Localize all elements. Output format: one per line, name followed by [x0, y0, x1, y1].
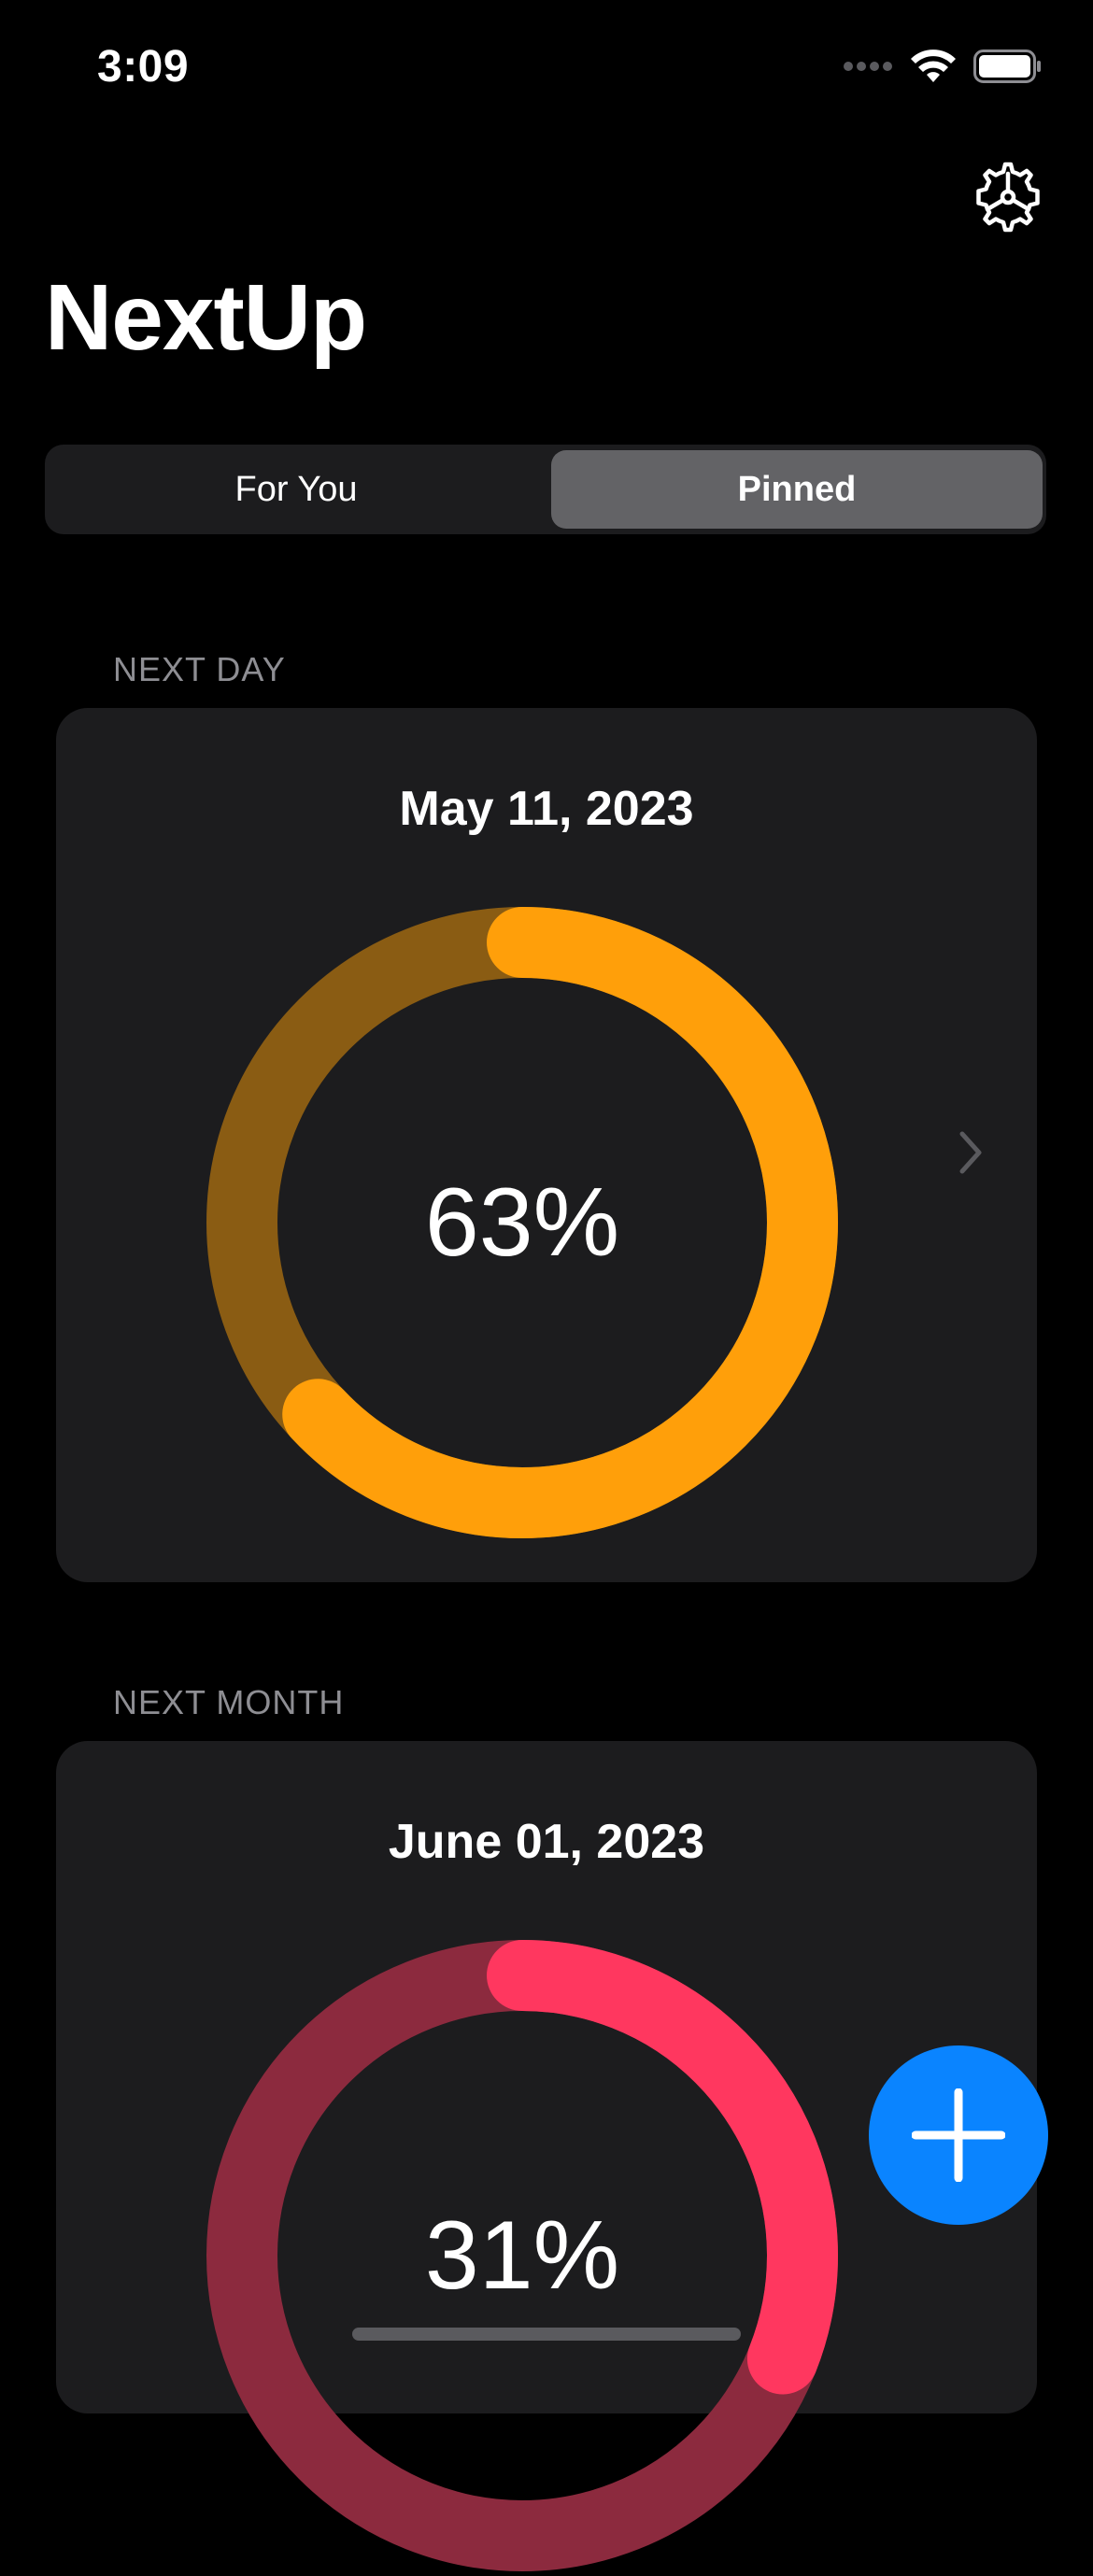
- signal-icon: [844, 62, 892, 71]
- progress-ring: 63%: [206, 907, 838, 1538]
- progress-percent: 31%: [424, 2201, 620, 2310]
- page-title: NextUp: [45, 265, 367, 370]
- settings-button[interactable]: [972, 161, 1044, 234]
- chevron-right-icon: [959, 1131, 982, 1174]
- home-indicator: [352, 2328, 741, 2341]
- segment-for-you[interactable]: For You: [234, 469, 358, 509]
- card-date: June 01, 2023: [388, 1815, 705, 1869]
- progress-ring: 31%: [206, 1940, 838, 2571]
- battery-icon: [973, 50, 1041, 83]
- status-time: 3:09: [97, 42, 190, 92]
- progress-percent: 63%: [424, 1168, 620, 1277]
- section-label-next-day: NEXT DAY: [113, 650, 286, 688]
- plus-icon: [912, 2088, 1005, 2182]
- countdown-card-next-day[interactable]: May 11, 2023 63%: [56, 708, 1037, 1582]
- section-label-next-month: NEXT MONTH: [113, 1683, 345, 1721]
- wifi-icon: [911, 50, 956, 82]
- countdown-card-next-month[interactable]: June 01, 2023 31%: [56, 1741, 1037, 2571]
- gear-icon: [976, 162, 1040, 233]
- segment-pinned[interactable]: Pinned: [551, 450, 1043, 529]
- status-bar: 3:09: [0, 0, 1093, 140]
- add-button[interactable]: [869, 2045, 1048, 2225]
- progress-ring-graphic: [206, 907, 838, 1538]
- card-date: May 11, 2023: [399, 782, 694, 836]
- status-icons: [843, 49, 1043, 84]
- segmented-control: For You Pinned: [45, 445, 1046, 534]
